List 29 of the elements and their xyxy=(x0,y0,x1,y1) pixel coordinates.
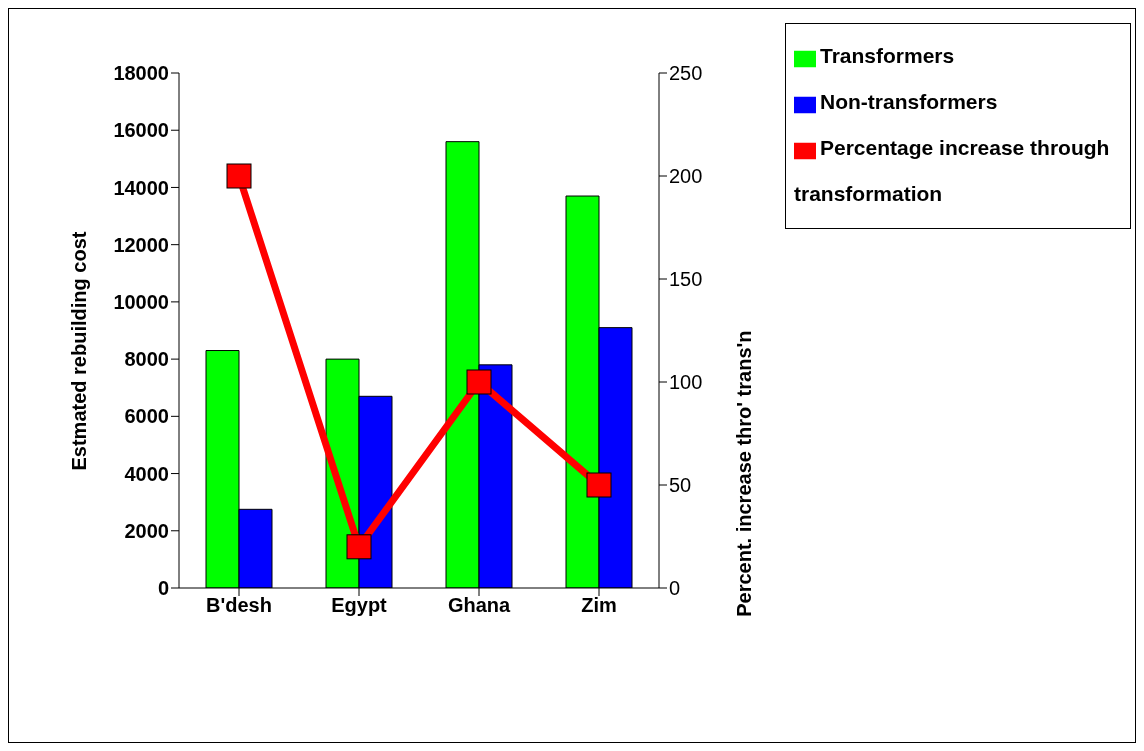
x-tick-label: Egypt xyxy=(331,594,388,617)
y2-tick-label: 250 xyxy=(669,62,703,85)
point xyxy=(586,472,612,498)
x-tick-label: Zim xyxy=(581,594,617,617)
y-tick-label: 8000 xyxy=(124,348,169,371)
y2-tick-label: 100 xyxy=(669,371,703,394)
y-tick-label: 6000 xyxy=(124,405,169,428)
y-tick-label: 14000 xyxy=(113,176,169,199)
x-tick-label: Ghana xyxy=(447,594,511,617)
y2-tick-label: 150 xyxy=(669,268,703,291)
y-tick-label: 4000 xyxy=(124,462,169,485)
point xyxy=(226,163,252,189)
y-tick-label: 12000 xyxy=(113,233,169,256)
y2-tick-label: 50 xyxy=(669,474,692,497)
y-tick-label: 2000 xyxy=(124,519,169,542)
y-tick-label: 18000 xyxy=(113,62,169,85)
point xyxy=(466,369,492,395)
point xyxy=(346,534,372,560)
legend-label: Percentage increase through transformation xyxy=(794,136,1110,205)
legend-label: Transformers xyxy=(820,44,955,67)
y2-axis-title: Percent. increase thro' trans'n xyxy=(733,330,756,617)
y-tick-label: 0 xyxy=(157,577,169,600)
x-tick-label: B'desh xyxy=(206,594,272,617)
y-tick-label: 10000 xyxy=(113,290,169,313)
y-axis-title: Estmated rebuilding cost xyxy=(68,231,91,471)
y2-tick-label: 0 xyxy=(669,577,681,600)
y-tick-label: 16000 xyxy=(113,119,169,142)
y2-tick-label: 200 xyxy=(669,165,703,188)
legend-label: Non-transformers xyxy=(820,90,998,113)
